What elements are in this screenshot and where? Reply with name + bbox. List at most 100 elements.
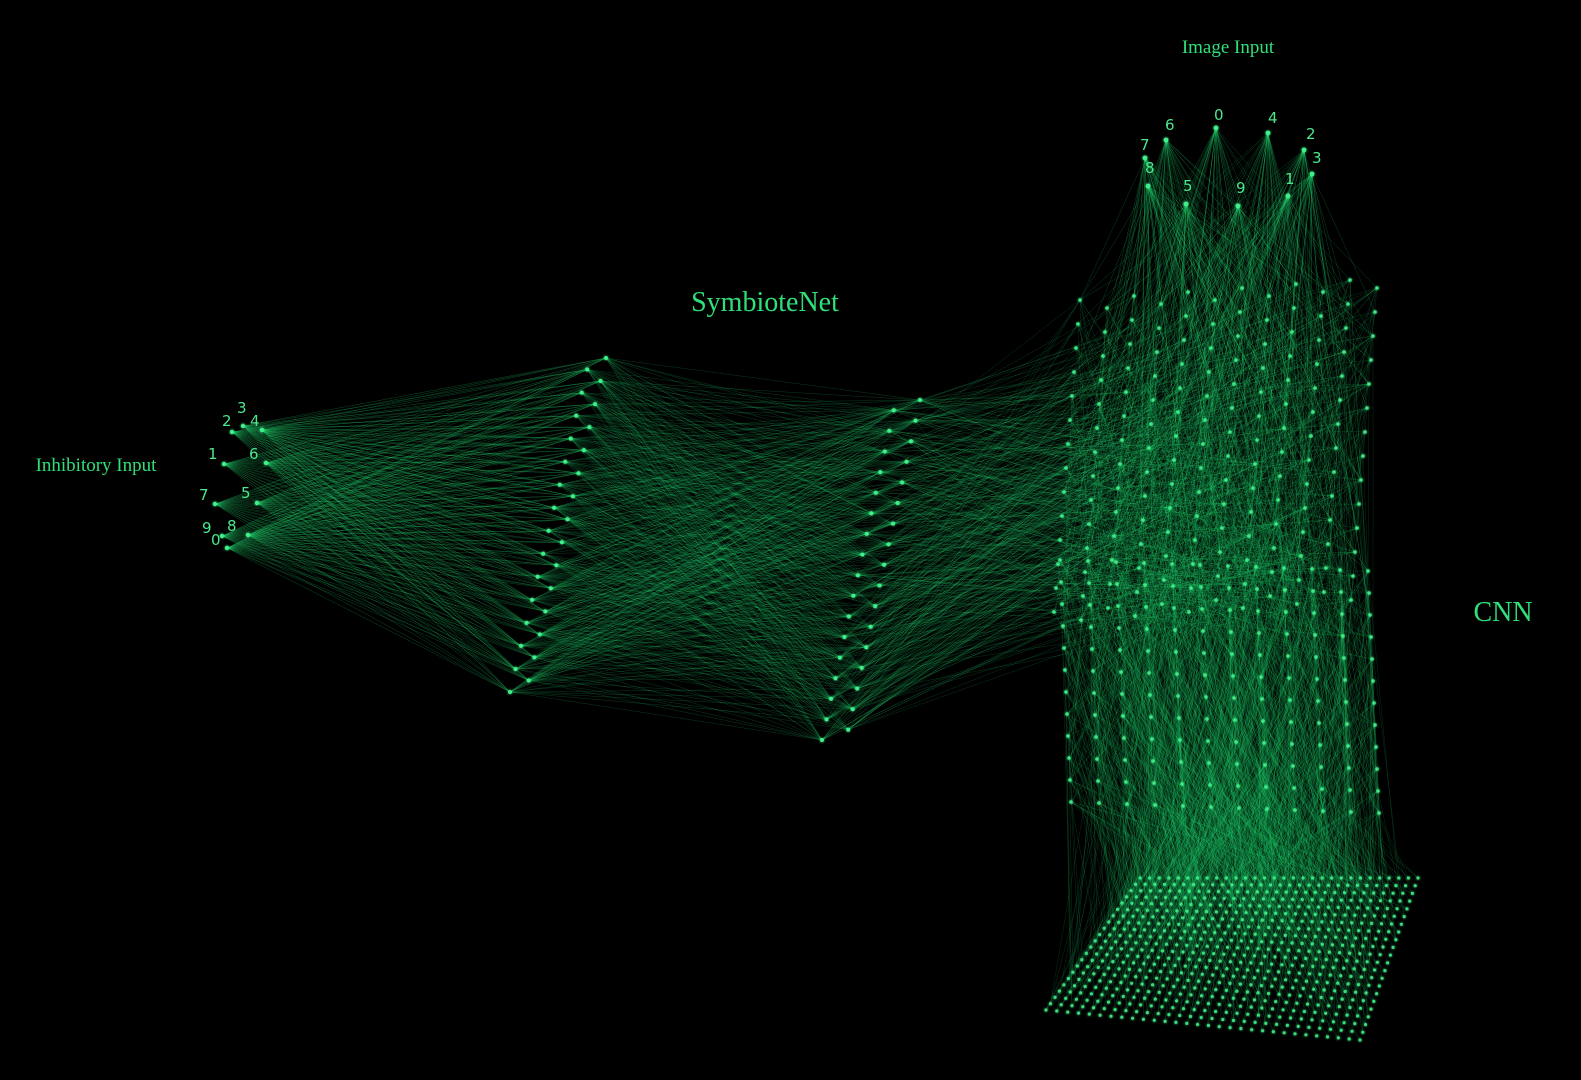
edge (902, 482, 1352, 601)
edge (550, 440, 912, 589)
edge (226, 547, 546, 612)
node (1098, 979, 1102, 983)
node (1256, 609, 1260, 613)
edge (528, 680, 832, 700)
edge (537, 576, 854, 597)
edge (866, 619, 1082, 648)
edge (543, 553, 840, 658)
edge (550, 492, 876, 589)
edge (862, 554, 1244, 609)
edge (565, 420, 916, 462)
edge (261, 429, 527, 624)
edge (880, 399, 1341, 473)
node (1113, 973, 1117, 977)
edge (548, 530, 849, 730)
node (1068, 990, 1072, 994)
edge (226, 380, 601, 549)
edge (866, 479, 1362, 648)
edge (1136, 149, 1305, 593)
edge (1298, 149, 1305, 581)
edge (866, 439, 1123, 535)
edge (572, 495, 841, 658)
edge (889, 287, 1378, 432)
edge (261, 429, 535, 658)
node (1172, 606, 1176, 610)
edge (889, 430, 1308, 485)
edge (242, 425, 538, 578)
node (212, 501, 218, 507)
edge (265, 462, 568, 520)
edge (509, 691, 827, 720)
edge (875, 459, 1175, 607)
node (1252, 976, 1256, 980)
edge (550, 588, 871, 627)
edge (539, 634, 845, 638)
node (1287, 676, 1291, 680)
node (1340, 612, 1344, 616)
edge (565, 461, 867, 648)
edge (554, 507, 871, 627)
edge (537, 399, 921, 578)
node (1376, 789, 1380, 793)
node (1159, 302, 1163, 306)
node (1354, 990, 1358, 994)
node (1274, 1000, 1278, 1004)
node (1238, 982, 1242, 986)
edge (1073, 149, 1305, 373)
edge (556, 565, 827, 720)
node (1285, 1023, 1289, 1027)
node (1166, 530, 1170, 534)
node (877, 583, 882, 588)
edge (231, 431, 516, 670)
node (1095, 757, 1099, 761)
edge (576, 415, 836, 679)
node (1260, 697, 1264, 701)
node (1313, 386, 1317, 390)
edge (857, 443, 1069, 689)
edge (214, 503, 511, 693)
edge (261, 429, 540, 635)
edge (875, 351, 1345, 493)
node (1313, 1010, 1317, 1015)
edge (534, 523, 894, 658)
edge (594, 403, 862, 669)
edge (893, 410, 1283, 453)
edge (897, 502, 1360, 505)
edge (532, 585, 880, 601)
edge (866, 395, 1073, 535)
node (1319, 765, 1323, 769)
edge (888, 543, 1167, 557)
edge (600, 380, 862, 669)
edge (261, 357, 607, 431)
edge (247, 392, 582, 536)
node (1318, 743, 1322, 747)
edge (875, 411, 1179, 607)
node (1186, 290, 1190, 294)
edge (826, 375, 1156, 720)
edge (214, 484, 560, 505)
node (1214, 1009, 1218, 1014)
edge (888, 315, 1322, 545)
node (1077, 977, 1081, 982)
node (1236, 334, 1240, 338)
edge (554, 399, 921, 508)
edge (528, 595, 854, 681)
edge (893, 410, 1362, 481)
node (1356, 983, 1361, 987)
edge (214, 503, 533, 601)
edge (567, 519, 823, 741)
node (1087, 522, 1091, 526)
node (1212, 952, 1216, 956)
edge (1106, 139, 1167, 309)
edge (550, 554, 863, 589)
edge (567, 410, 894, 520)
node (1106, 1000, 1111, 1004)
node (1253, 462, 1257, 466)
edge (578, 472, 871, 627)
edge (559, 484, 823, 741)
edge (261, 369, 588, 431)
node (1196, 1001, 1200, 1005)
node (1114, 510, 1118, 514)
edge (879, 411, 1179, 586)
edge (515, 564, 885, 670)
